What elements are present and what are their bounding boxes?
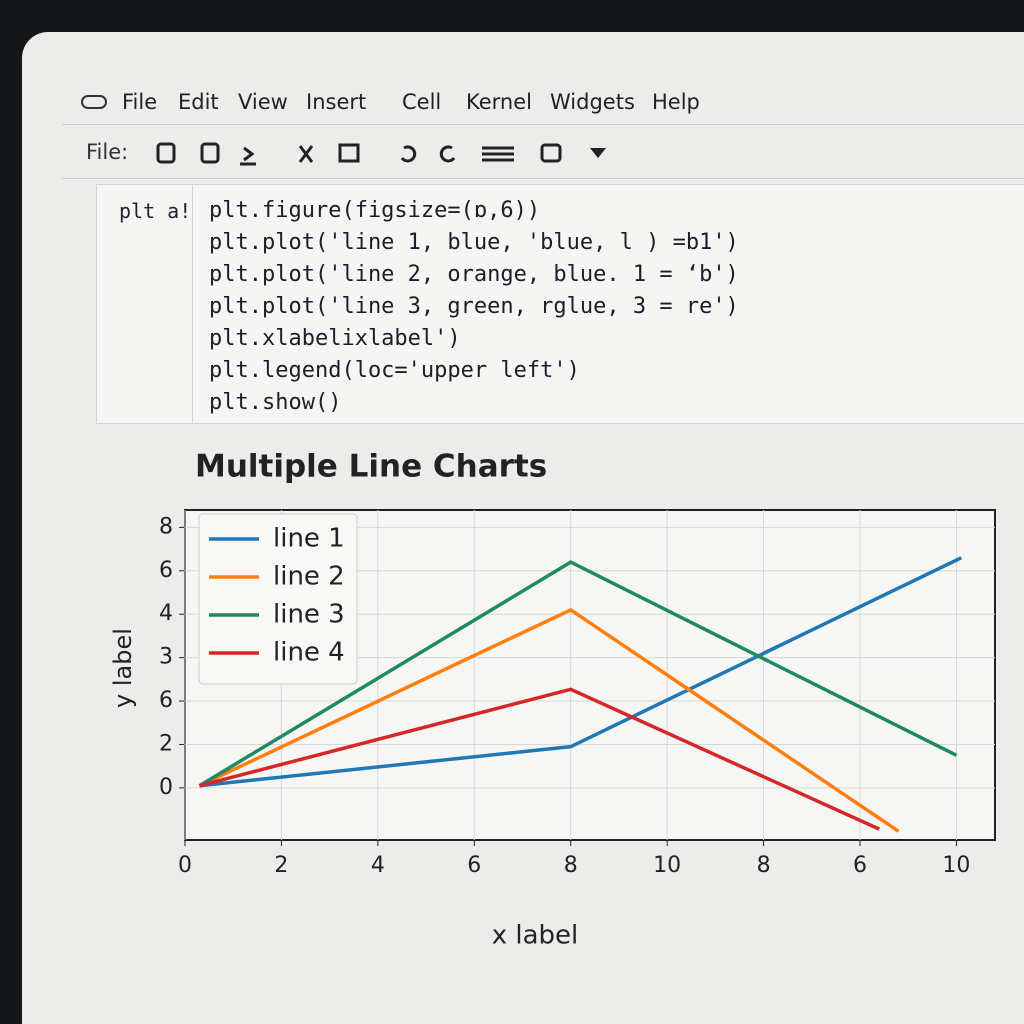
code-line: plt.figure(figsize=(ɒ,6)): [209, 198, 541, 223]
redo-icon[interactable]: [439, 145, 456, 163]
x-tick-label: 8: [564, 853, 578, 878]
x-tick-label: 6: [853, 853, 867, 878]
y-tick-label: 2: [159, 731, 173, 756]
code: plt.figure(figsize=(ɒ,6)) plt.plot('line …: [209, 195, 739, 419]
y-tick-label: 6: [159, 688, 173, 713]
move-icon[interactable]: [240, 146, 256, 166]
y-tick-label: 6: [159, 558, 173, 583]
legend-label: line 4: [273, 638, 345, 668]
x-tick-label: 0: [178, 853, 192, 878]
add-icon[interactable]: [200, 142, 220, 164]
line: [199, 687, 881, 831]
menu-item[interactable]: Edit: [178, 90, 219, 114]
menu-item[interactable]: Insert: [306, 90, 367, 114]
code-line: plt.legend(loc='upper left'): [209, 358, 580, 383]
code-line: plt.show(): [209, 390, 342, 415]
code-line: plt.plot('line 1, blue, 'blue, l ) =b1'): [209, 230, 739, 255]
menu-item[interactable]: Kernel: [466, 90, 532, 114]
x-tick-label: 2: [274, 853, 288, 878]
code-line: plt.plot('line 2, orange, blue. 1 = ʻb'): [209, 262, 739, 287]
toolbar-icons: [156, 142, 606, 166]
dropdown-icon[interactable]: [590, 148, 606, 158]
copy-icon[interactable]: [338, 143, 360, 163]
save-icon[interactable]: [156, 142, 176, 164]
x-tick-label: 4: [371, 853, 385, 878]
y-tick-label: 4: [159, 601, 173, 626]
list-icon[interactable]: [482, 146, 514, 162]
line: [199, 556, 963, 788]
line: [198, 607, 900, 833]
legend-box: [198, 513, 358, 685]
menu-item[interactable]: View: [238, 90, 288, 114]
toolbar-label: File:: [86, 140, 129, 164]
cut-icon[interactable]: [298, 145, 314, 163]
run-icon[interactable]: [540, 143, 562, 163]
y-tick-label: 3: [159, 645, 173, 670]
x-tick-label: 10: [653, 853, 681, 878]
menu-bar: File Edit View Insert Cell Kernel Widgets Help: [62, 80, 1024, 125]
legend-label: line 1: [273, 524, 345, 554]
x-tick-label: 6: [467, 853, 481, 878]
x-tick-label: 8: [757, 853, 771, 878]
line: [198, 560, 958, 788]
chart-title: Multiple Line Charts: [195, 449, 547, 485]
x-tick-label: 10: [942, 853, 970, 878]
x-axis-label: x label: [492, 921, 579, 951]
menu-item[interactable]: File: [122, 90, 158, 114]
toolbar: File:: [62, 128, 1024, 179]
code-cell: plt a! plt.figure(figsize=(ɒ,6)) plt.plot…: [96, 184, 1024, 424]
menu-item[interactable]: Widgets: [550, 90, 635, 114]
logo: [81, 95, 107, 109]
legend-label: line 3: [273, 600, 345, 630]
undo-icon[interactable]: [400, 145, 417, 163]
y-tick-label: 0: [159, 775, 173, 800]
cell-prompt: plt a!: [97, 185, 193, 423]
menu-item[interactable]: Cell: [402, 90, 442, 114]
y-axis-label: y label: [109, 628, 137, 708]
menu-item[interactable]: Help: [652, 90, 700, 114]
code-line: plt.plot('line 3, green, rglue, 3 = re'): [209, 294, 739, 319]
legend-label: line 2: [273, 562, 345, 592]
code-line: plt.xlabelixlabel'): [209, 326, 461, 351]
y-tick-label: 8: [159, 514, 173, 539]
